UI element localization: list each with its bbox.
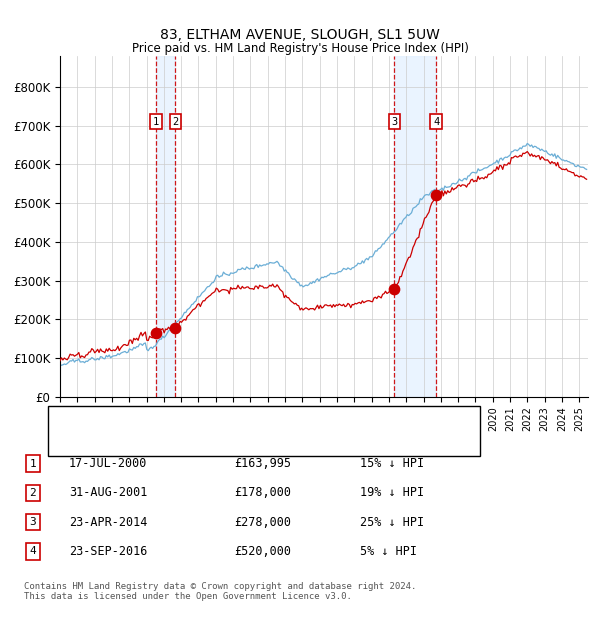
Point bbox=[389, 284, 399, 294]
Text: 23-SEP-2016: 23-SEP-2016 bbox=[69, 545, 148, 557]
Text: 3: 3 bbox=[391, 117, 397, 126]
Text: £520,000: £520,000 bbox=[234, 545, 291, 557]
Text: £178,000: £178,000 bbox=[234, 487, 291, 499]
Text: 2: 2 bbox=[29, 488, 37, 498]
Text: 1: 1 bbox=[153, 117, 159, 126]
Text: 83, ELTHAM AVENUE, SLOUGH, SL1 5UW (detached house): 83, ELTHAM AVENUE, SLOUGH, SL1 5UW (deta… bbox=[78, 412, 382, 422]
Text: 4: 4 bbox=[29, 546, 37, 556]
Text: 19% ↓ HPI: 19% ↓ HPI bbox=[360, 487, 424, 499]
Text: £163,995: £163,995 bbox=[234, 458, 291, 470]
Text: 31-AUG-2001: 31-AUG-2001 bbox=[69, 487, 148, 499]
Bar bbox=[156, 56, 175, 397]
Text: 83, ELTHAM AVENUE, SLOUGH, SL1 5UW: 83, ELTHAM AVENUE, SLOUGH, SL1 5UW bbox=[160, 28, 440, 42]
Text: 4: 4 bbox=[433, 117, 439, 126]
Text: 1: 1 bbox=[29, 459, 37, 469]
Point bbox=[431, 190, 441, 200]
Text: Price paid vs. HM Land Registry's House Price Index (HPI): Price paid vs. HM Land Registry's House … bbox=[131, 42, 469, 55]
Text: 3: 3 bbox=[29, 517, 37, 527]
Text: 15% ↓ HPI: 15% ↓ HPI bbox=[360, 458, 424, 470]
Text: 17-JUL-2000: 17-JUL-2000 bbox=[69, 458, 148, 470]
Text: 23-APR-2014: 23-APR-2014 bbox=[69, 516, 148, 528]
Point bbox=[170, 323, 180, 333]
Text: HPI: Average price, detached house, Slough: HPI: Average price, detached house, Slou… bbox=[78, 437, 307, 447]
Point bbox=[151, 329, 161, 339]
Bar bbox=[394, 56, 436, 397]
Text: 2: 2 bbox=[172, 117, 178, 126]
Text: Contains HM Land Registry data © Crown copyright and database right 2024.
This d: Contains HM Land Registry data © Crown c… bbox=[24, 582, 416, 601]
Text: 25% ↓ HPI: 25% ↓ HPI bbox=[360, 516, 424, 528]
Text: £278,000: £278,000 bbox=[234, 516, 291, 528]
Text: 5% ↓ HPI: 5% ↓ HPI bbox=[360, 545, 417, 557]
